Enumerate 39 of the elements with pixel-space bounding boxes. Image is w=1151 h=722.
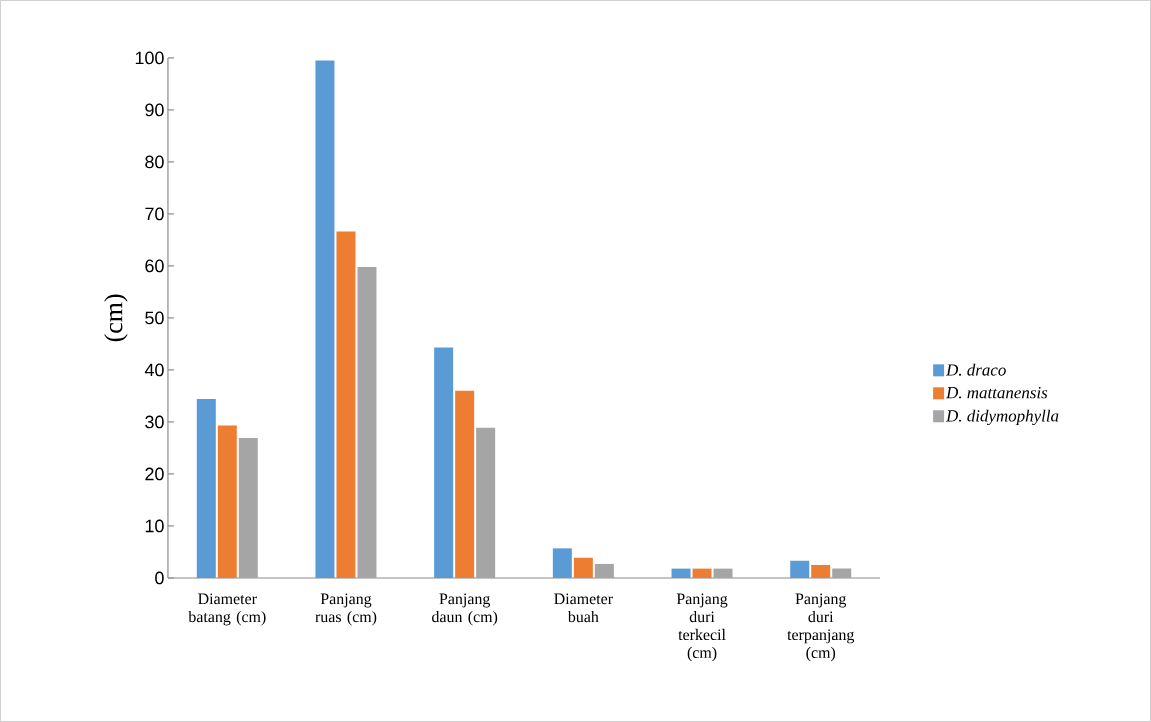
bar (671, 568, 691, 579)
bar (196, 399, 216, 579)
x-tick-label: Panjang duri terpanjang (cm) (787, 593, 855, 662)
bar (315, 60, 335, 579)
bar (238, 438, 258, 579)
y-tick-label: 30 (145, 415, 164, 429)
bar (811, 565, 831, 579)
y-tick-label: 20 (145, 467, 164, 481)
bar (357, 267, 377, 579)
legend-label: D. didymophylla (945, 409, 1059, 426)
y-tick-label: 50 (145, 311, 164, 325)
bar (552, 548, 572, 579)
bar (832, 568, 852, 579)
bar (573, 557, 593, 579)
bar (455, 390, 475, 579)
y-axis-title: (cm) (104, 294, 128, 342)
y-tick-label: 80 (145, 155, 164, 169)
legend-label: D. draco (945, 363, 1006, 376)
bar (336, 231, 356, 579)
y-tick-label: 90 (145, 103, 164, 117)
legend-label: D. mattanensis (945, 387, 1048, 399)
y-tick-label: 0 (155, 571, 164, 585)
bar (217, 425, 237, 579)
x-tick-label: Panjang daun (cm) (432, 593, 498, 626)
bar (434, 347, 454, 579)
bar (713, 568, 733, 579)
bar (692, 568, 712, 579)
y-tick-label: 100 (135, 51, 164, 65)
bar (594, 563, 614, 579)
bar (476, 427, 496, 579)
y-tick-label: 70 (145, 207, 164, 221)
x-tick-label: Panjang ruas (cm) (315, 593, 377, 626)
y-tick-label: 10 (145, 519, 164, 533)
y-tick-label: 60 (145, 259, 164, 273)
x-tick-label: Panjang duri terkecil (cm) (676, 593, 728, 662)
bar (790, 560, 810, 579)
x-tick-label: Diameter batang (cm) (188, 593, 266, 626)
x-tick-label: Diameter buah (554, 593, 613, 623)
y-tick-label: 40 (144, 363, 164, 377)
